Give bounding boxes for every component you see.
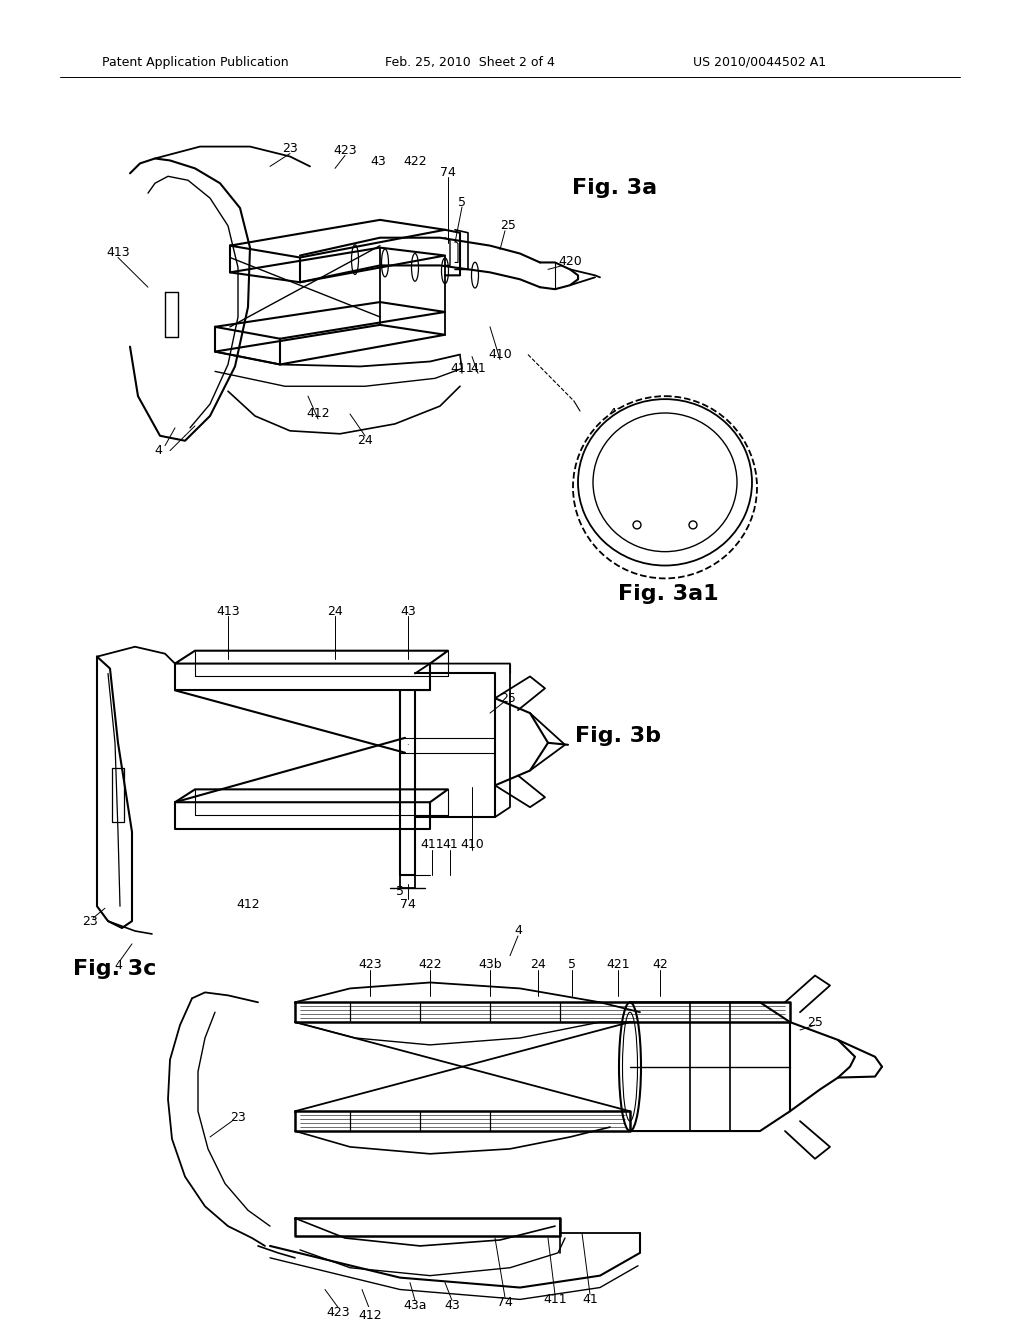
Text: Feb. 25, 2010  Sheet 2 of 4: Feb. 25, 2010 Sheet 2 of 4 bbox=[385, 55, 555, 69]
Text: 43: 43 bbox=[444, 1299, 460, 1312]
Text: 423: 423 bbox=[333, 144, 356, 157]
Text: 5: 5 bbox=[458, 195, 466, 209]
Text: 43: 43 bbox=[370, 154, 386, 168]
Text: 410: 410 bbox=[460, 838, 484, 851]
Text: 413: 413 bbox=[106, 246, 130, 259]
Text: 422: 422 bbox=[403, 154, 427, 168]
Text: US 2010/0044502 A1: US 2010/0044502 A1 bbox=[693, 55, 826, 69]
Text: 74: 74 bbox=[440, 166, 456, 178]
Text: 25: 25 bbox=[807, 1015, 823, 1028]
Circle shape bbox=[689, 521, 697, 529]
Text: 421: 421 bbox=[606, 958, 630, 972]
Text: 5: 5 bbox=[396, 884, 404, 898]
Text: Fig. 3c: Fig. 3c bbox=[74, 958, 157, 978]
Text: 23: 23 bbox=[82, 915, 98, 928]
Text: 412: 412 bbox=[237, 898, 260, 911]
Text: 25: 25 bbox=[500, 692, 516, 705]
Text: 411: 411 bbox=[543, 1292, 567, 1305]
Text: 411: 411 bbox=[451, 362, 474, 375]
Text: Patent Application Publication: Patent Application Publication bbox=[101, 55, 289, 69]
Text: 74: 74 bbox=[497, 1296, 513, 1309]
Text: 423: 423 bbox=[327, 1305, 350, 1319]
Text: 74: 74 bbox=[400, 898, 416, 911]
Text: Fig. 3b: Fig. 3b bbox=[575, 726, 662, 746]
Text: ·: · bbox=[406, 742, 409, 750]
Text: 41: 41 bbox=[442, 838, 458, 851]
Text: 412: 412 bbox=[306, 408, 330, 421]
Text: 423: 423 bbox=[358, 958, 382, 972]
Text: 25: 25 bbox=[500, 219, 516, 232]
Text: 43a: 43a bbox=[403, 1299, 427, 1312]
Text: 41: 41 bbox=[470, 362, 485, 375]
Circle shape bbox=[573, 396, 757, 578]
Text: 412: 412 bbox=[358, 1308, 382, 1320]
Text: 43: 43 bbox=[400, 605, 416, 618]
Text: 24: 24 bbox=[530, 958, 546, 972]
Text: 4: 4 bbox=[514, 924, 522, 937]
Text: 43b: 43b bbox=[478, 958, 502, 972]
Text: 413: 413 bbox=[216, 605, 240, 618]
Text: 411: 411 bbox=[420, 838, 443, 851]
Circle shape bbox=[633, 521, 641, 529]
Text: Fig. 3a1: Fig. 3a1 bbox=[617, 585, 718, 605]
Text: 410: 410 bbox=[488, 348, 512, 362]
Text: 23: 23 bbox=[283, 143, 298, 154]
Text: 422: 422 bbox=[418, 958, 441, 972]
Text: 410: 410 bbox=[608, 408, 632, 421]
Text: 5: 5 bbox=[568, 958, 575, 972]
Text: 41: 41 bbox=[582, 1292, 598, 1305]
Text: 24: 24 bbox=[357, 434, 373, 447]
Text: 4: 4 bbox=[154, 444, 162, 457]
Polygon shape bbox=[130, 158, 250, 441]
Text: 4: 4 bbox=[114, 960, 122, 972]
Text: 24: 24 bbox=[327, 605, 343, 618]
Text: 23: 23 bbox=[230, 1110, 246, 1123]
Text: Fig. 3a: Fig. 3a bbox=[572, 178, 657, 198]
Text: 420: 420 bbox=[558, 255, 582, 268]
Text: 42: 42 bbox=[652, 958, 668, 972]
